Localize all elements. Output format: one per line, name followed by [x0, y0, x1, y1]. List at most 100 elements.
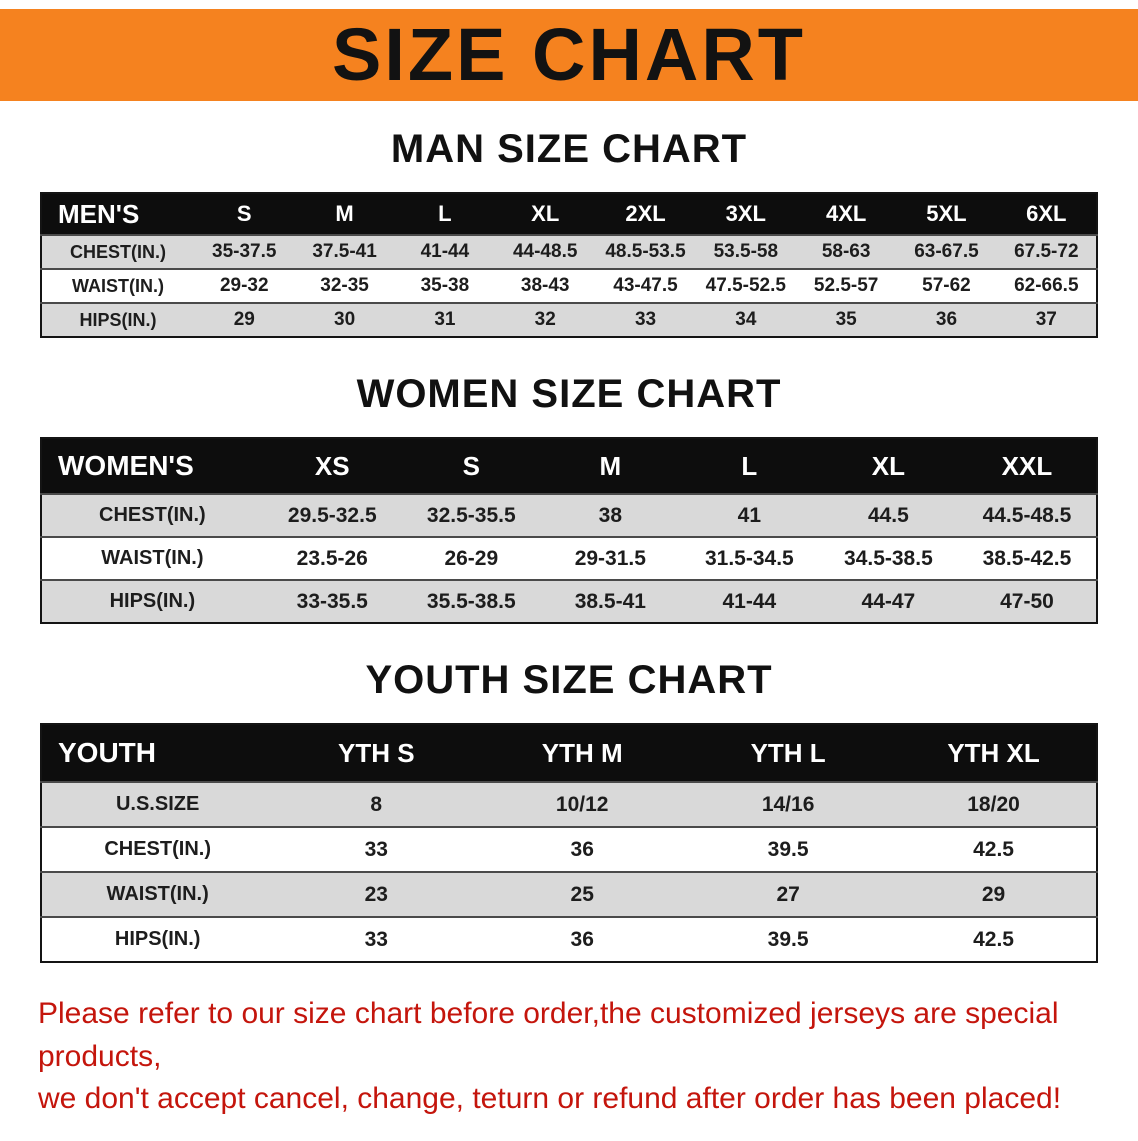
measurement-value: 37	[996, 302, 1097, 337]
women-size-chart-section: WOMEN SIZE CHART WOMEN'S XS S M L XL XXL CHEST(…	[0, 338, 1138, 624]
measurement-value: 47.5-52.5	[695, 268, 796, 303]
measurement-value: 58-63	[795, 234, 897, 269]
size-column-header: YTH M	[479, 724, 686, 782]
table-row: HIPS(IN.) 33 36 39.5 42.5	[41, 916, 1097, 962]
size-chart-banner: SIZE CHART	[0, 9, 1138, 101]
men-size-chart-section: MAN SIZE CHART MEN'S S M L XL 2XL 3XL 4XL 5XL 6XL…	[0, 101, 1138, 338]
measurement-value: 47-50	[957, 579, 1097, 623]
size-column-header: XXL	[957, 438, 1097, 494]
size-column-header: 3XL	[695, 193, 796, 235]
size-column-header: 6XL	[996, 193, 1097, 235]
measurement-value: 67.5-72	[996, 234, 1097, 269]
measurement-label: U.S.SIZE	[41, 781, 274, 827]
measurement-value: 26-29	[401, 536, 541, 580]
measurement-value: 62-66.5	[996, 268, 1097, 303]
measurement-value: 31.5-34.5	[679, 536, 819, 580]
measurement-value: 42.5	[891, 916, 1097, 962]
disclaimer: Please refer to our size chart before or…	[38, 993, 1100, 1121]
measurement-value: 35.5-38.5	[401, 579, 541, 623]
size-column-header: M	[294, 193, 395, 235]
measurement-value: 36	[479, 916, 686, 962]
size-column-header: YTH S	[273, 724, 480, 782]
page-title: SIZE CHART	[332, 13, 806, 96]
measurement-value: 41-44	[679, 579, 819, 623]
measurement-value: 33	[595, 302, 696, 337]
measurement-value: 44.5-48.5	[957, 493, 1097, 537]
size-column-header: M	[540, 438, 680, 494]
men-chart-heading: MAN SIZE CHART	[390, 127, 748, 171]
measurement-value: 34.5-38.5	[818, 536, 958, 580]
measurement-value: 29.5-32.5	[262, 493, 402, 537]
measurement-value: 38-43	[495, 268, 596, 303]
table-row: HIPS(IN.) 33-35.5 35.5-38.5 38.5-41 41-44 44-…	[41, 579, 1097, 623]
table-corner-label: WOMEN'S	[41, 438, 263, 494]
youth-chart-heading: YOUTH SIZE CHART	[365, 658, 773, 702]
measurement-value: 39.5	[685, 826, 892, 872]
measurement-value: 23.5-26	[262, 536, 402, 580]
men-size-table: MEN'S S M L XL 2XL 3XL 4XL 5XL 6XL CHEST(IN.) 35-37…	[40, 192, 1098, 338]
size-column-header: L	[394, 193, 496, 235]
measurement-label: HIPS(IN.)	[41, 579, 263, 623]
measurement-value: 39.5	[685, 916, 892, 962]
measurement-value: 35-37.5	[194, 234, 295, 269]
size-column-header: YTH L	[685, 724, 892, 782]
disclaimer-line-2: we don't accept cancel, change, teturn o…	[38, 1082, 1062, 1116]
youth-size-table: YOUTH YTH S YTH M YTH L YTH XL U.S.SIZE 8 10/12…	[40, 723, 1098, 963]
measurement-label: WAIST(IN.)	[41, 871, 274, 917]
measurement-value: 63-67.5	[896, 234, 997, 269]
measurement-label: HIPS(IN.)	[41, 302, 195, 337]
youth-size-chart-section: YOUTH SIZE CHART YOUTH YTH S YTH M YTH L YTH…	[0, 624, 1138, 963]
measurement-value: 44.5	[818, 493, 958, 537]
women-size-table: WOMEN'S XS S M L XL XXL CHEST(IN.) 29.5-32.5 32.5…	[40, 437, 1098, 624]
measurement-label: WAIST(IN.)	[41, 268, 195, 303]
measurement-value: 35-38	[394, 268, 496, 303]
measurement-value: 10/12	[479, 781, 686, 827]
measurement-value: 38.5-41	[540, 579, 680, 623]
measurement-value: 37.5-41	[294, 234, 395, 269]
size-chart-page: SIZE CHART MAN SIZE CHART MEN'S S M L XL 2XL 3…	[0, 9, 1138, 1141]
measurement-value: 44-48.5	[495, 234, 596, 269]
measurement-value: 34	[695, 302, 796, 337]
measurement-value: 27	[685, 871, 892, 917]
measurement-value: 30	[294, 302, 395, 337]
table-row: WAIST(IN.) 29-32 32-35 35-38 38-43 43-47.5 47.…	[41, 268, 1097, 303]
measurement-value: 29	[891, 871, 1097, 917]
measurement-value: 23	[273, 871, 480, 917]
measurement-value: 41-44	[394, 234, 496, 269]
measurement-value: 25	[479, 871, 686, 917]
table-corner-label: YOUTH	[41, 724, 274, 782]
measurement-value: 29-32	[194, 268, 295, 303]
measurement-value: 32.5-35.5	[401, 493, 541, 537]
table-row: CHEST(IN.) 29.5-32.5 32.5-35.5 38 41 44.5 44.5…	[41, 493, 1097, 537]
measurement-value: 42.5	[891, 826, 1097, 872]
table-row: CHEST(IN.) 33 36 39.5 42.5	[41, 826, 1097, 872]
size-column-header: 2XL	[595, 193, 696, 235]
size-column-header: XL	[495, 193, 596, 235]
measurement-value: 14/16	[685, 781, 892, 827]
measurement-value: 38.5-42.5	[957, 536, 1097, 580]
measurement-value: 33	[273, 916, 480, 962]
size-column-header: S	[194, 193, 295, 235]
measurement-value: 36	[896, 302, 997, 337]
table-corner-label: MEN'S	[41, 193, 195, 235]
women-chart-heading: WOMEN SIZE CHART	[356, 372, 782, 416]
table-header-row: WOMEN'S XS S M L XL XXL	[41, 438, 1097, 494]
table-row: WAIST(IN.) 23 25 27 29	[41, 871, 1097, 917]
size-column-header: L	[679, 438, 819, 494]
measurement-value: 29	[194, 302, 295, 337]
size-column-header: 5XL	[896, 193, 997, 235]
table-header-row: MEN'S S M L XL 2XL 3XL 4XL 5XL 6XL	[41, 193, 1097, 235]
measurement-value: 36	[479, 826, 686, 872]
measurement-value: 53.5-58	[695, 234, 796, 269]
size-column-header: XS	[262, 438, 402, 494]
measurement-value: 44-47	[818, 579, 958, 623]
measurement-value: 52.5-57	[795, 268, 897, 303]
table-row: CHEST(IN.) 35-37.5 37.5-41 41-44 44-48.5 48.5…	[41, 234, 1097, 269]
measurement-value: 32	[495, 302, 596, 337]
measurement-value: 41	[679, 493, 819, 537]
measurement-label: WAIST(IN.)	[41, 536, 263, 580]
measurement-value: 33	[273, 826, 480, 872]
measurement-value: 48.5-53.5	[595, 234, 696, 269]
measurement-value: 29-31.5	[540, 536, 680, 580]
measurement-label: CHEST(IN.)	[41, 493, 263, 537]
